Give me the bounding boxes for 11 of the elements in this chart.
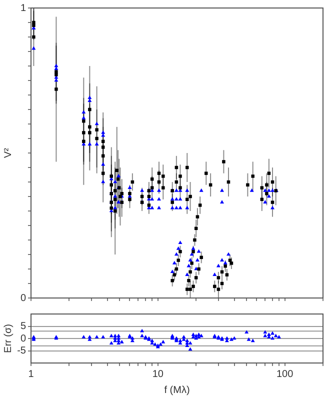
y-tick-label: 0 [20, 333, 26, 344]
y-tick-label: 1 [20, 2, 26, 14]
y-tick-label: -5 [17, 346, 26, 356]
y-tick-label: 0 [20, 292, 26, 304]
y-tick-label: 5 [20, 321, 26, 332]
y-axis-title: Err (σ) [2, 324, 14, 353]
x-axis-title: f (Mλ) [164, 384, 190, 396]
x-tick-label: 1 [28, 368, 34, 380]
y-axis-title: V² [2, 147, 14, 158]
x-tick-label: 10 [152, 368, 164, 380]
x-tick-label: 100 [276, 368, 294, 380]
